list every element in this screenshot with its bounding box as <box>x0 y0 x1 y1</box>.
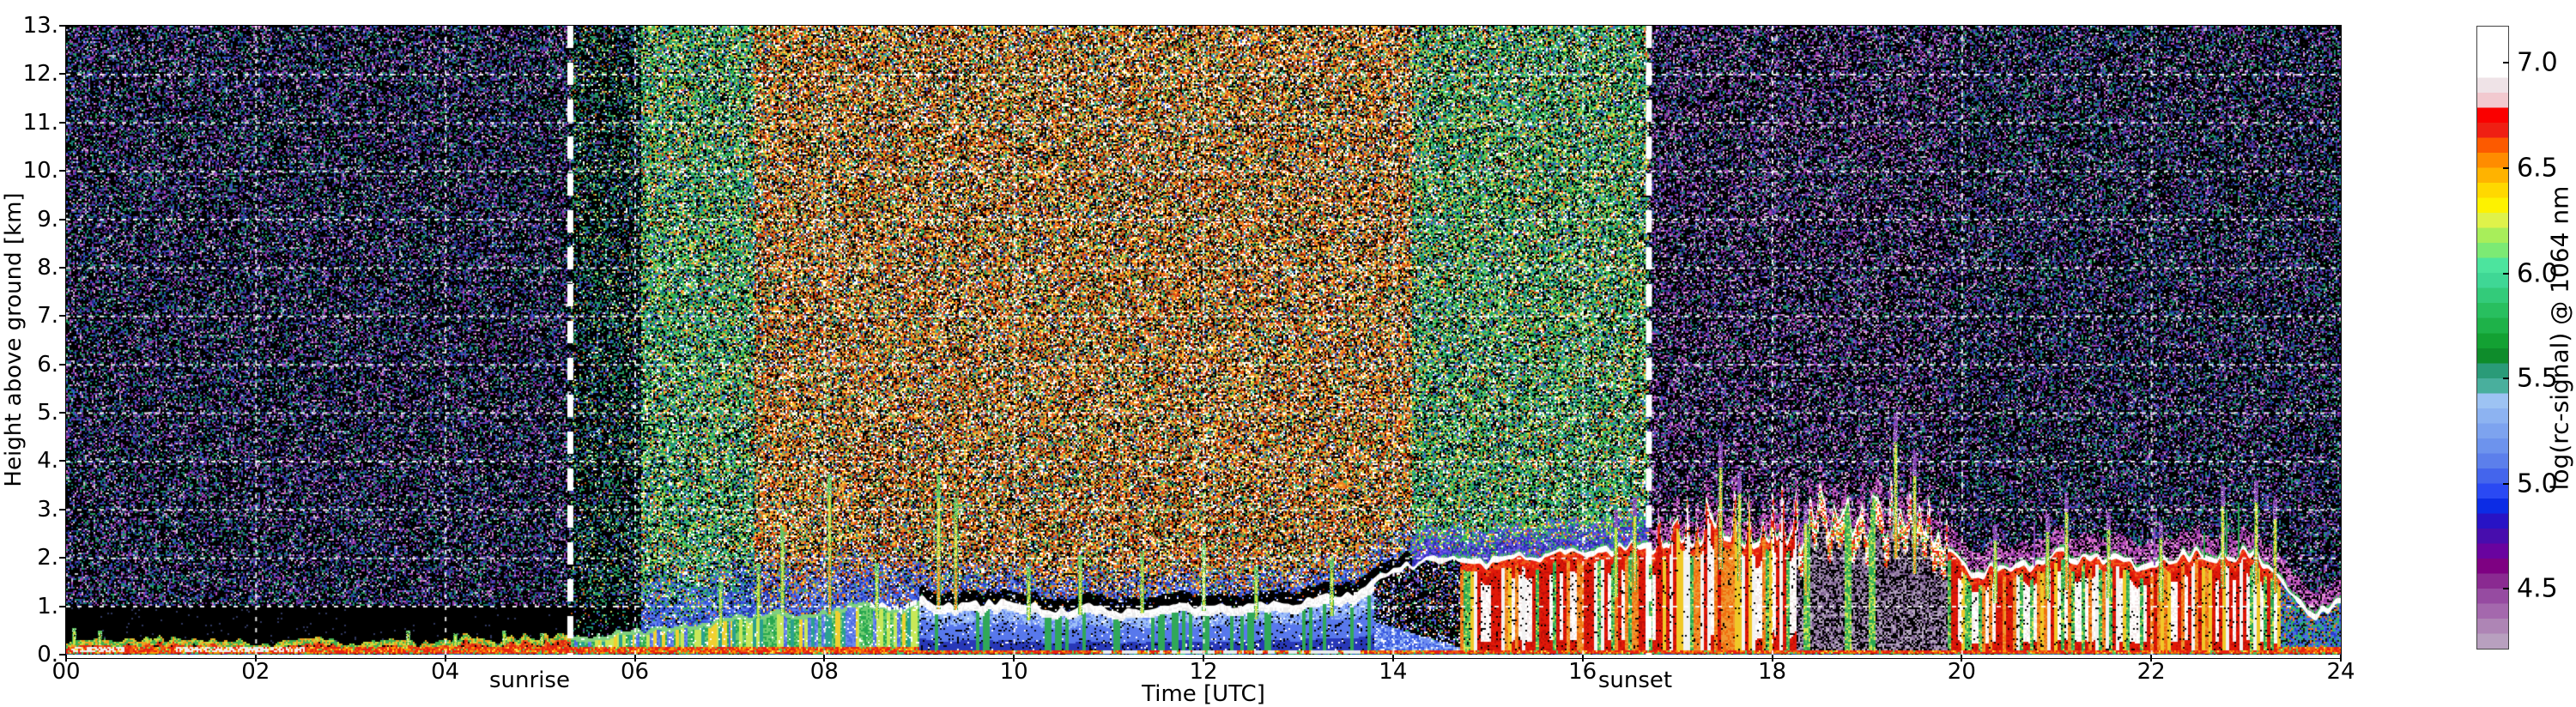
x-tick-mark <box>65 655 67 662</box>
y-tick-label: 5. <box>37 400 58 426</box>
sunset-annotation: sunset <box>1597 668 1673 693</box>
x-tick-label: 08 <box>809 659 839 685</box>
x-tick-label: 24 <box>2326 659 2355 685</box>
y-tick-label: 12. <box>22 61 58 88</box>
x-tick-label: 22 <box>2137 659 2166 685</box>
y-tick-mark <box>59 218 66 221</box>
lidar-heatmap-canvas <box>66 26 2341 655</box>
y-tick-label: 3. <box>37 496 58 523</box>
y-tick-label: 0. <box>37 642 58 668</box>
y-tick-label: 8. <box>37 254 58 281</box>
x-tick-label: 00 <box>52 659 81 685</box>
x-tick-label: 04 <box>431 659 460 685</box>
y-tick-mark <box>59 170 66 172</box>
plot-area <box>65 25 2342 659</box>
colorbar-tick-label: 4.5 <box>2517 573 2558 604</box>
y-tick-mark <box>59 605 66 607</box>
y-axis-label: Height above ground [km] <box>1 192 27 487</box>
x-tick-label: 14 <box>1379 659 1408 685</box>
sunrise-annotation: sunrise <box>489 668 570 693</box>
x-tick-mark <box>823 655 826 662</box>
y-tick-label: 13. <box>22 13 58 39</box>
x-tick-label: 12 <box>1189 659 1218 685</box>
x-tick-mark <box>1581 655 1584 662</box>
y-tick-mark <box>59 121 66 124</box>
y-tick-mark <box>59 363 66 366</box>
y-tick-label: 4. <box>37 448 58 474</box>
x-tick-label: 20 <box>1947 659 1976 685</box>
x-tick-mark <box>1771 655 1773 662</box>
colorbar-tick-mark <box>2503 482 2509 485</box>
x-axis-label: Time [UTC] <box>1142 681 1265 707</box>
x-tick-mark <box>1961 655 1963 662</box>
x-tick-mark <box>633 655 636 662</box>
x-tick-mark <box>2150 655 2153 662</box>
colorbar-tick-mark <box>2503 378 2509 380</box>
colorbar-tick-label: 6.5 <box>2517 153 2558 184</box>
colorbar-tick-label: 5.5 <box>2517 363 2558 394</box>
y-tick-mark <box>59 73 66 76</box>
y-tick-label: 7. <box>37 303 58 329</box>
x-tick-mark <box>1013 655 1015 662</box>
y-tick-mark <box>59 557 66 559</box>
colorbar-tick-label: 6.0 <box>2517 258 2558 289</box>
colorbar-tick-mark <box>2503 166 2509 169</box>
colorbar-tick-mark <box>2503 61 2509 63</box>
y-tick-mark <box>59 654 66 656</box>
colorbar-tick-label: 5.0 <box>2517 468 2558 499</box>
y-tick-label: 10. <box>22 158 58 184</box>
y-tick-label: 6. <box>37 351 58 378</box>
y-tick-mark <box>59 412 66 414</box>
colorbar-label: log(rc-signal) @ 1064 nm <box>2545 185 2574 491</box>
x-tick-label: 02 <box>241 659 270 685</box>
x-tick-mark <box>1203 655 1204 662</box>
y-tick-label: 1. <box>37 593 58 619</box>
colorbar <box>2476 26 2509 650</box>
x-tick-mark <box>2340 655 2342 662</box>
x-tick-label: 18 <box>1757 659 1787 685</box>
y-tick-label: 11. <box>22 109 58 136</box>
y-tick-mark <box>59 25 66 27</box>
colorbar-tick-label: 7.0 <box>2517 47 2558 78</box>
y-tick-label: 9. <box>37 206 58 233</box>
x-tick-mark <box>1391 655 1394 662</box>
y-tick-mark <box>59 460 66 462</box>
y-tick-mark <box>59 266 66 269</box>
x-tick-label: 16 <box>1568 659 1597 685</box>
y-tick-mark <box>59 508 66 511</box>
x-tick-label: 10 <box>999 659 1028 685</box>
x-tick-mark <box>444 655 446 662</box>
colorbar-tick-mark <box>2503 272 2509 275</box>
colorbar-tick-mark <box>2503 588 2509 590</box>
y-tick-label: 2. <box>37 545 58 571</box>
x-tick-label: 06 <box>620 659 650 685</box>
x-tick-mark <box>254 655 257 662</box>
y-tick-mark <box>59 315 66 317</box>
